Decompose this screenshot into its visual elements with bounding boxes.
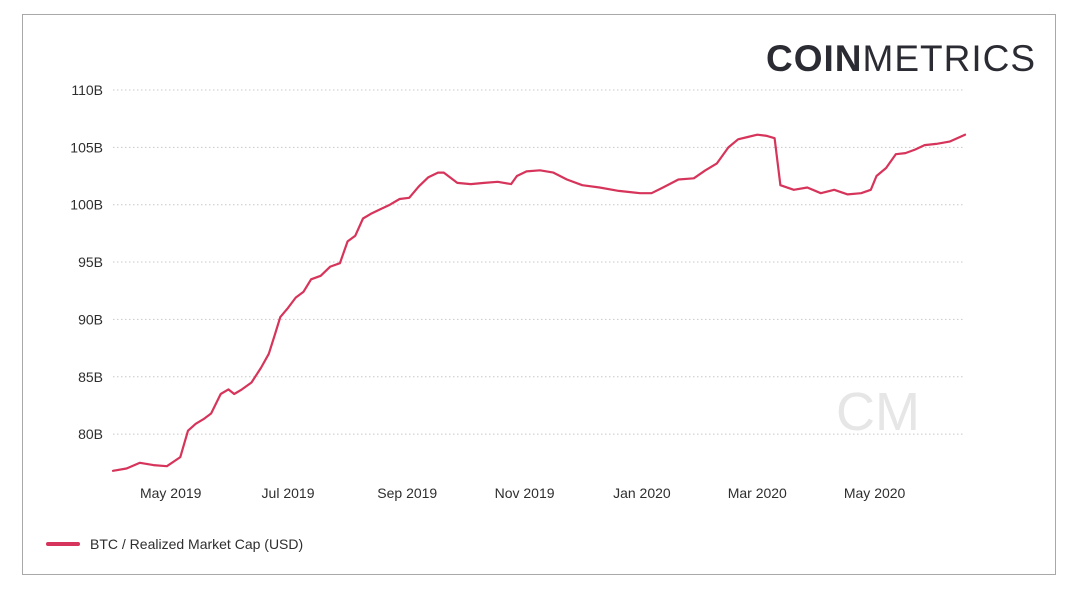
legend-swatch: [46, 542, 80, 546]
x-tick-label: Jan 2020: [613, 485, 671, 501]
y-tick-label: 100B: [70, 197, 103, 213]
y-tick-label: 80B: [78, 426, 103, 442]
chart-frame: [22, 14, 1056, 575]
x-tick-label: May 2020: [844, 485, 906, 501]
x-axis: May 2019 Jul 2019 Sep 2019 Nov 2019 Jan 2020…: [140, 485, 906, 501]
y-axis: 80B 85B 90B 95B 100B 105B 110B: [70, 82, 103, 442]
x-tick-label: Nov 2019: [495, 485, 555, 501]
y-tick-label: 85B: [78, 369, 103, 385]
coinmetrics-logo: COINMETRICS: [766, 38, 1036, 79]
x-tick-label: Jul 2019: [262, 485, 315, 501]
cm-watermark: CM: [836, 382, 920, 442]
y-tick-label: 95B: [78, 254, 103, 270]
y-tick-label: 90B: [78, 311, 103, 327]
y-tick-label: 110B: [71, 82, 103, 98]
x-tick-label: Mar 2020: [728, 485, 787, 501]
x-tick-label: May 2019: [140, 485, 202, 501]
x-tick-label: Sep 2019: [377, 485, 437, 501]
y-tick-label: 105B: [70, 139, 103, 155]
legend[interactable]: BTC / Realized Market Cap (USD): [46, 536, 303, 552]
legend-label: BTC / Realized Market Cap (USD): [90, 536, 304, 552]
series-line: [111, 133, 967, 472]
